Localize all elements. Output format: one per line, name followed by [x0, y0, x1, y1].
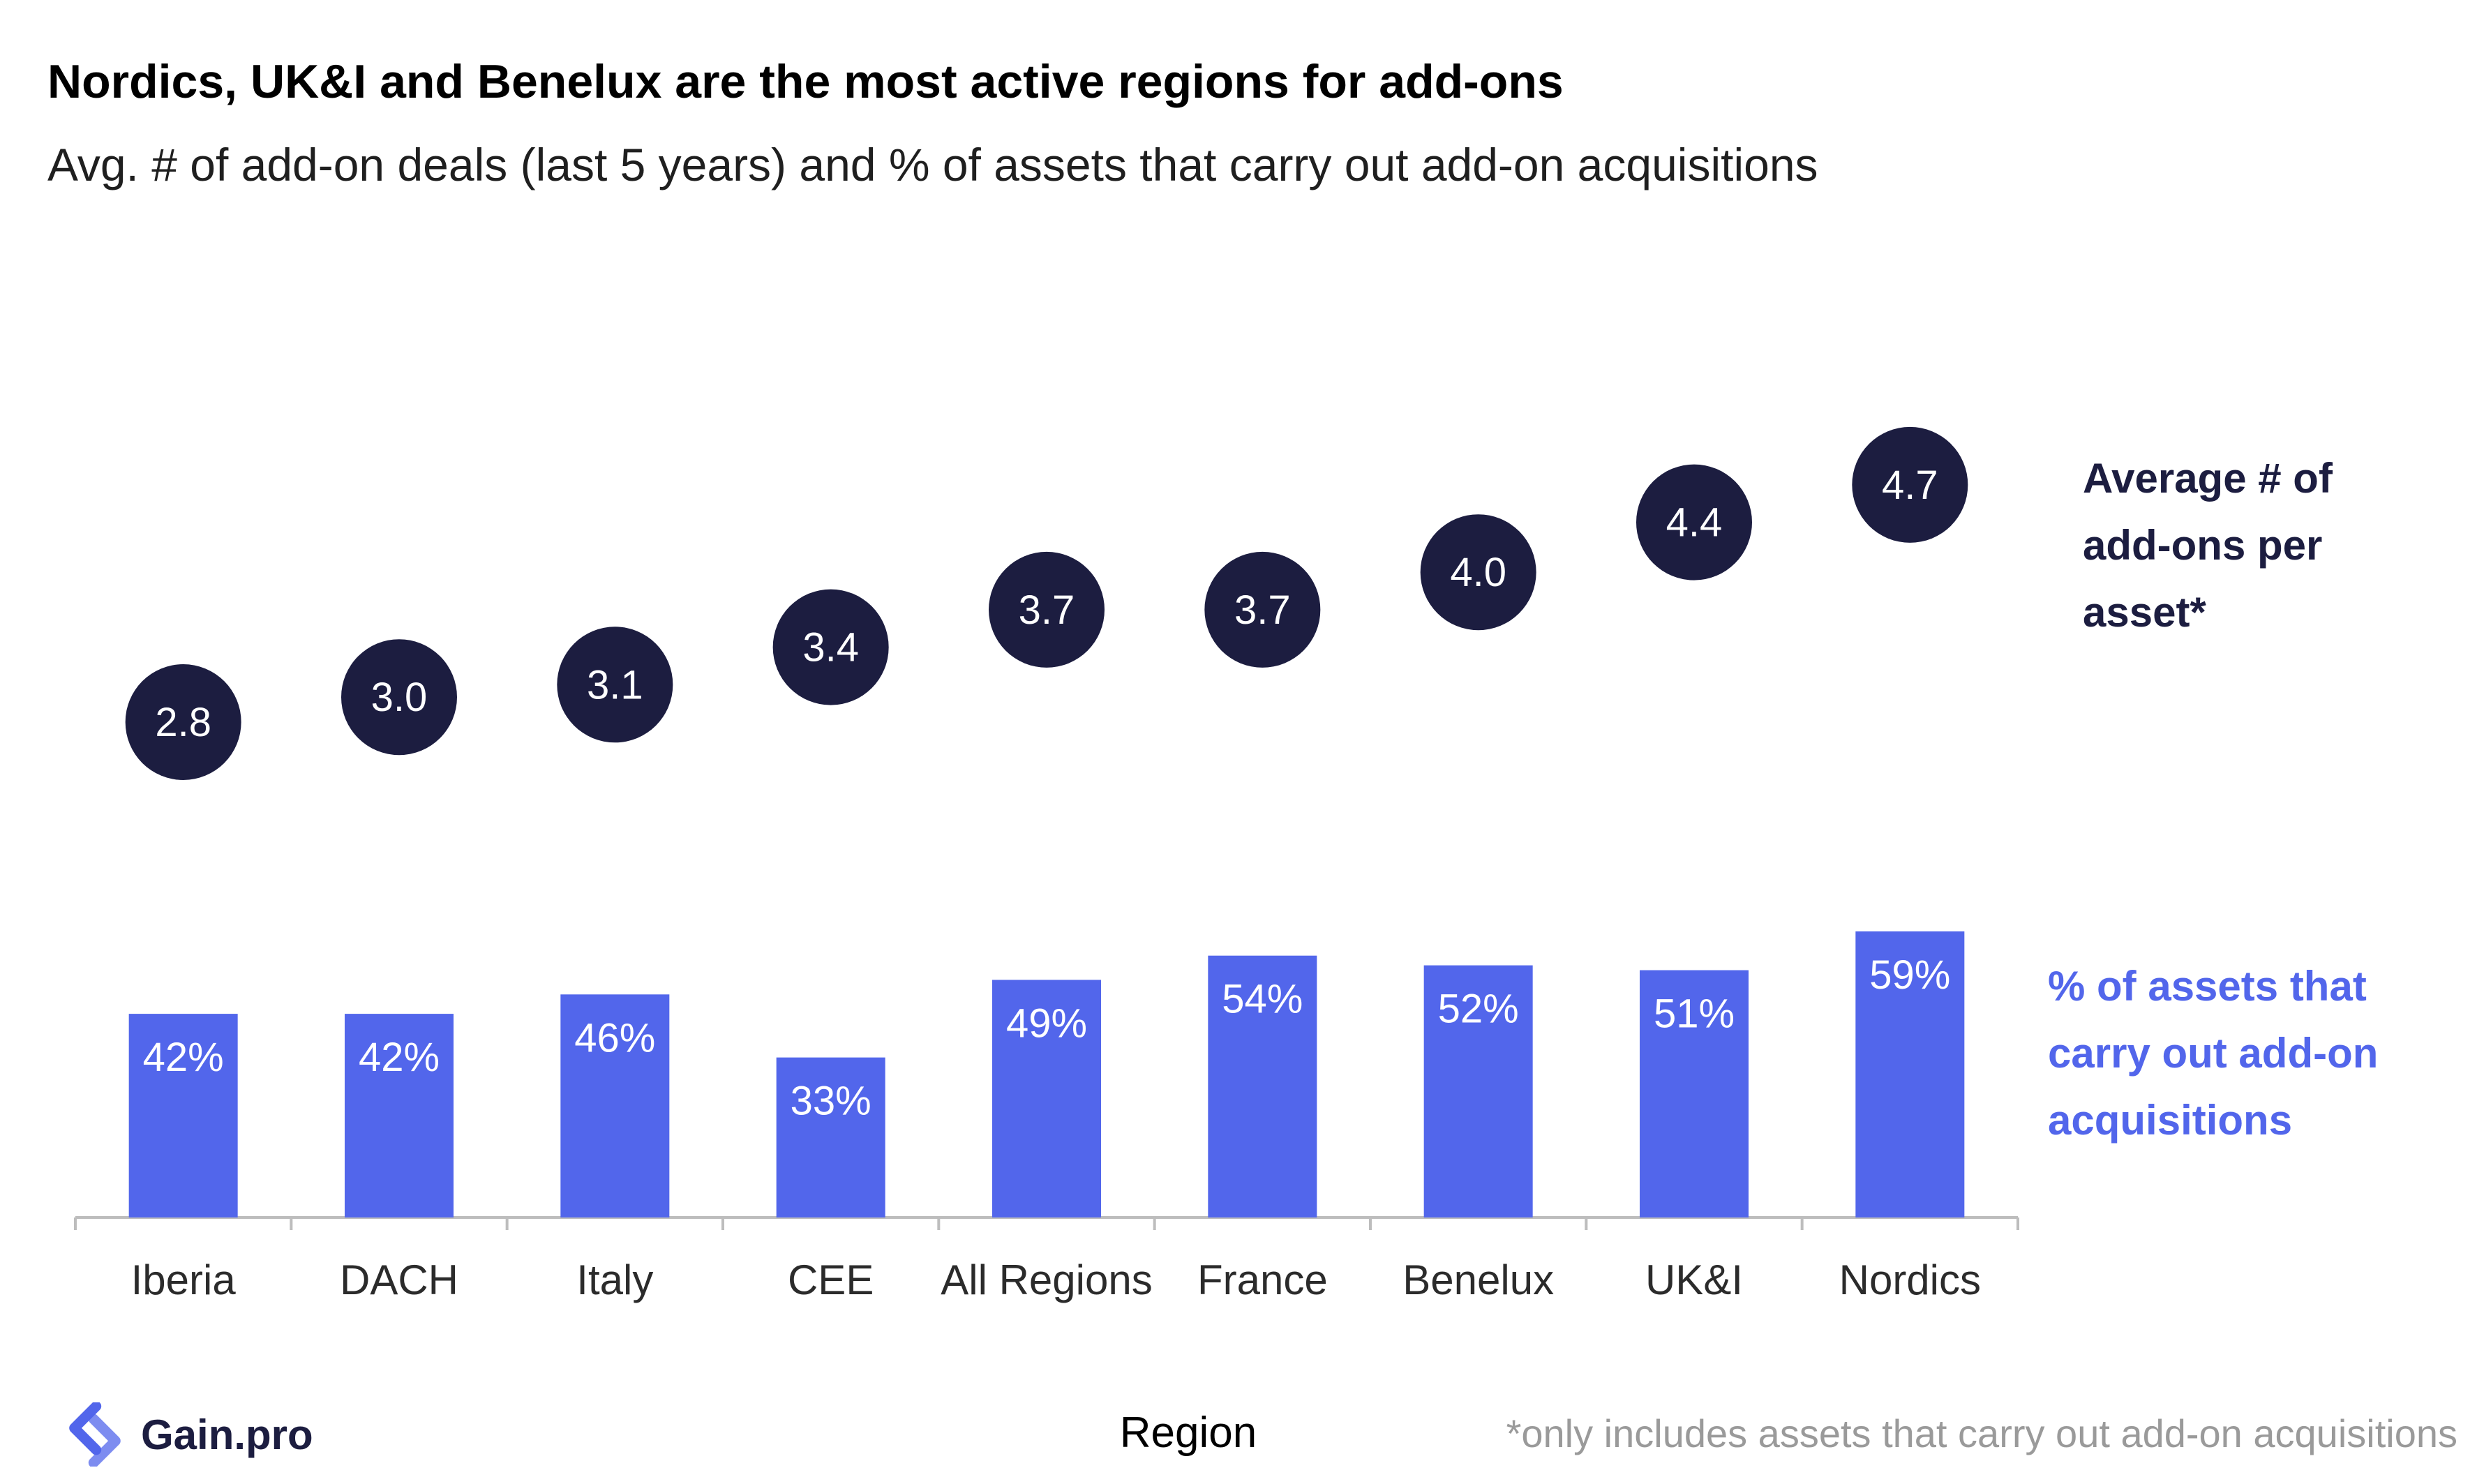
bar-label-pct: 59%: [1869, 952, 1950, 998]
x-axis-title: Region: [1119, 1409, 1257, 1457]
x-tick-label: Italy: [576, 1257, 653, 1303]
x-tick-label: Iberia: [131, 1257, 237, 1303]
dot-avg-2: [557, 627, 673, 743]
x-tick-label: All Regions: [941, 1257, 1153, 1303]
dot-label-avg: 3.4: [802, 625, 859, 670]
chart-title: Nordics, UK&I and Benelux are the most a…: [47, 55, 1564, 108]
dot-avg-8: [1852, 426, 1968, 543]
bar-label-pct: 42%: [143, 1035, 224, 1080]
bar-label-pct: 49%: [1006, 1000, 1087, 1046]
legend-percent-assets: % of assets that carry out add-on acquis…: [2048, 953, 2453, 1154]
dot-avg-6: [1420, 514, 1536, 631]
dot-label-avg: 4.0: [1450, 550, 1506, 595]
legend-pct-line-1: % of assets that: [2048, 963, 2367, 1010]
dot-label-avg: 4.7: [1882, 463, 1938, 508]
bar-label-pct: 33%: [791, 1079, 871, 1124]
bar-pct-0: [128, 1014, 238, 1217]
x-tick-label: France: [1197, 1257, 1328, 1303]
dot-avg-4: [989, 551, 1105, 668]
legend-average-addons: Average # of add-ons per asset*: [2083, 445, 2432, 646]
dot-label-avg: 3.7: [1019, 587, 1075, 633]
x-tick-label: Nordics: [1839, 1257, 1981, 1303]
bar-label-pct: 42%: [359, 1035, 440, 1080]
dot-avg-3: [772, 589, 889, 705]
x-tick-label: CEE: [788, 1257, 874, 1303]
bar-pct-3: [776, 1057, 885, 1217]
bar-pct-2: [560, 994, 670, 1217]
x-tick-label: DACH: [340, 1257, 458, 1303]
bar-label-pct: 52%: [1438, 987, 1519, 1032]
bar-pct-7: [1640, 970, 1749, 1217]
dot-label-avg: 3.1: [587, 662, 643, 707]
dot-label-avg: 4.4: [1666, 500, 1723, 546]
footnote: *only includes assets that carry out add…: [1506, 1411, 2457, 1455]
bar-label-pct: 46%: [574, 1015, 655, 1060]
dot-avg-5: [1204, 551, 1321, 668]
bar-pct-1: [345, 1014, 454, 1217]
brand-name: Gain.pro: [141, 1411, 313, 1458]
dot-avg-7: [1636, 464, 1752, 580]
gainpro-logo-icon: [69, 1402, 121, 1467]
dot-label-avg: 3.7: [1234, 587, 1291, 633]
bar-pct-4: [992, 980, 1101, 1217]
bar-label-pct: 51%: [1654, 991, 1735, 1037]
brand-logo: Gain.pro: [63, 1402, 313, 1467]
dot-avg-1: [341, 639, 457, 756]
legend-pct-line-2: carry out add-on: [2048, 1030, 2379, 1077]
x-tick-label: UK&I: [1645, 1257, 1743, 1303]
legend-avg-line-2: add-ons per: [2083, 522, 2323, 569]
dot-avg-0: [125, 664, 241, 780]
legend-avg-line-1: Average # of: [2083, 455, 2333, 502]
bar-pct-6: [1423, 965, 1533, 1217]
bar-label-pct: 54%: [1222, 977, 1303, 1022]
dot-label-avg: 2.8: [155, 700, 211, 745]
dot-label-avg: 3.0: [371, 675, 428, 720]
legend-pct-line-3: acquisitions: [2048, 1097, 2293, 1144]
x-tick-label: Benelux: [1402, 1257, 1554, 1303]
bar-pct-8: [1855, 931, 1965, 1217]
chart-subtitle: Avg. # of add-on deals (last 5 years) an…: [47, 139, 1818, 190]
bar-pct-5: [1208, 955, 1317, 1217]
legend-avg-line-3: asset*: [2083, 589, 2206, 636]
